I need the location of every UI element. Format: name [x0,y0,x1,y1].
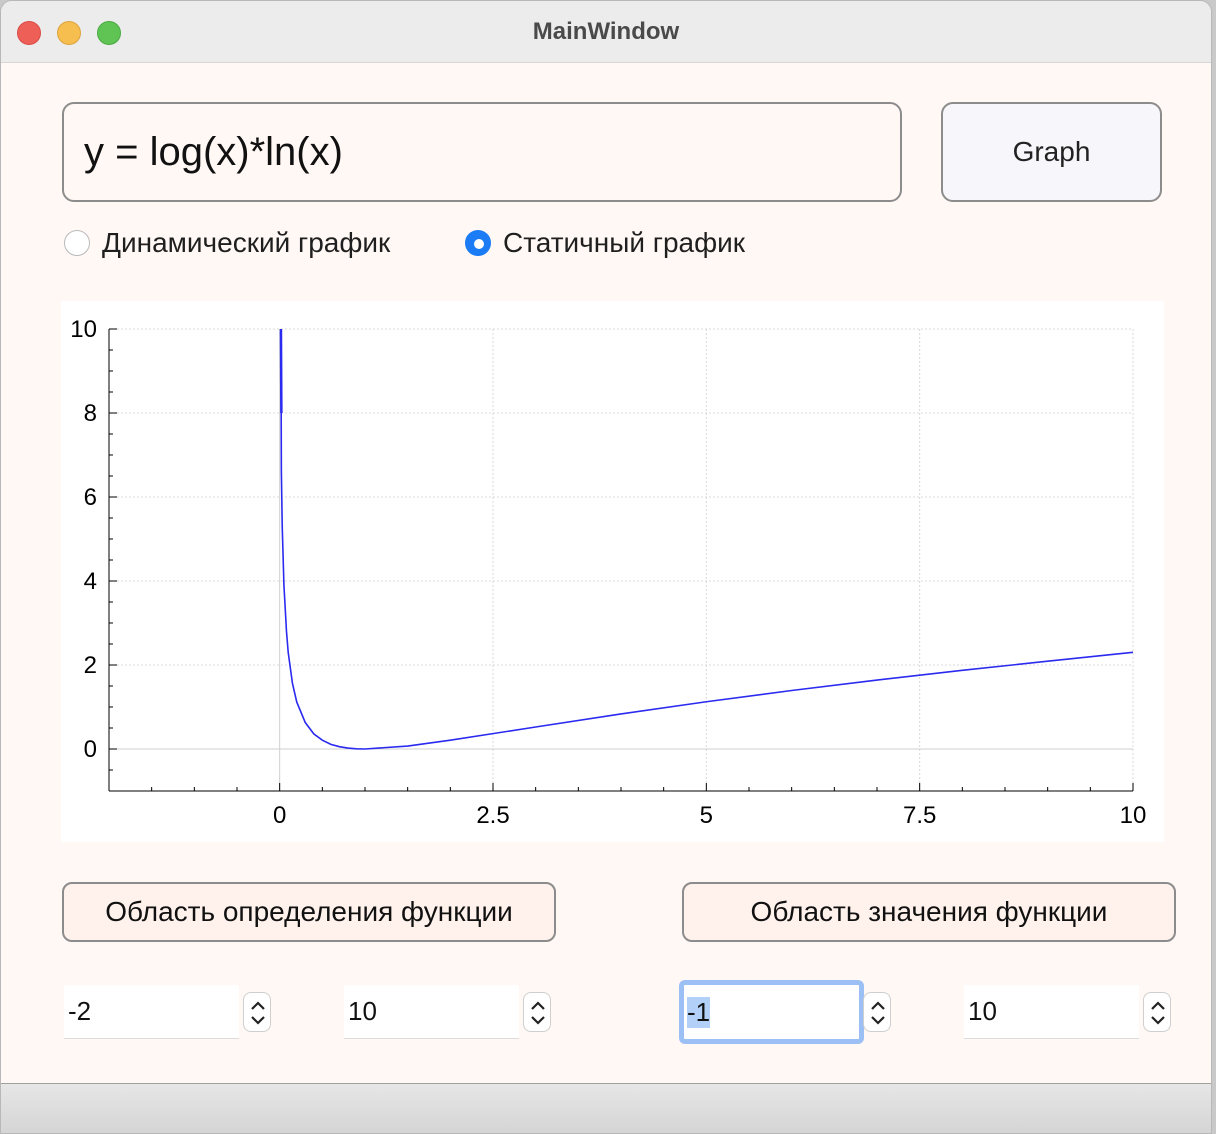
range-button[interactable]: Область значения функции [682,882,1176,942]
x-min-stepper[interactable] [243,992,271,1032]
y-tick-label: 8 [84,400,97,427]
graph-button[interactable]: Graph [941,102,1162,202]
function-chart: 0 2.5 5 7.5 10 0 2 4 6 8 10 [70,316,1147,829]
x-max-stepper[interactable] [523,992,551,1032]
y-tick-label: 0 [84,736,97,763]
x-max-value: 10 [348,996,377,1026]
y-max-value: 10 [968,996,997,1026]
close-window-button[interactable] [17,21,41,45]
window-title: MainWindow [532,18,680,45]
y-tick-label: 6 [84,484,97,511]
y-tick-label: 4 [84,568,97,595]
domain-button[interactable]: Область определения функции [62,882,556,942]
radio-dynamic-indicator[interactable] [64,230,90,256]
y-max-spinbox[interactable]: 10 [964,985,1139,1039]
stepper-arrows-icon [871,1001,885,1025]
radio-static-graph[interactable]: Статичный график [465,225,745,261]
x-tick-label: 0 [273,802,286,829]
x-min-spinbox[interactable]: -2 [64,985,239,1039]
stepper-arrows-icon [531,1001,545,1025]
minimize-window-button[interactable] [57,21,81,45]
y-tick-label: 2 [84,652,97,679]
x-max-spinbox[interactable]: 10 [344,985,519,1039]
zoom-window-button[interactable] [97,21,121,45]
radio-dynamic-label: Динамический график [102,227,391,258]
y-tick-label: 10 [70,316,97,343]
status-bar [1,1083,1211,1133]
radio-dynamic-graph[interactable]: Динамический график [64,225,390,261]
x-tick-label: 2.5 [476,802,509,829]
x-tick-label: 5 [700,802,713,829]
radio-static-label: Статичный график [503,227,746,258]
y-min-value: -1 [687,996,711,1028]
title-bar: MainWindow [1,1,1211,63]
x-min-value: -2 [68,996,92,1026]
plot-area[interactable]: 0 2.5 5 7.5 10 0 2 4 6 8 10 [61,301,1164,842]
expression-input[interactable] [62,102,902,202]
radio-static-indicator[interactable] [465,230,491,256]
y-min-stepper[interactable] [863,992,891,1032]
x-tick-label: 7.5 [903,802,936,829]
y-min-spinbox[interactable]: -1 [679,980,864,1044]
stepper-arrows-icon [251,1001,265,1025]
x-tick-label: 10 [1120,802,1147,829]
y-max-stepper[interactable] [1143,992,1171,1032]
stepper-arrows-icon [1151,1001,1165,1025]
series-line [280,328,1134,750]
